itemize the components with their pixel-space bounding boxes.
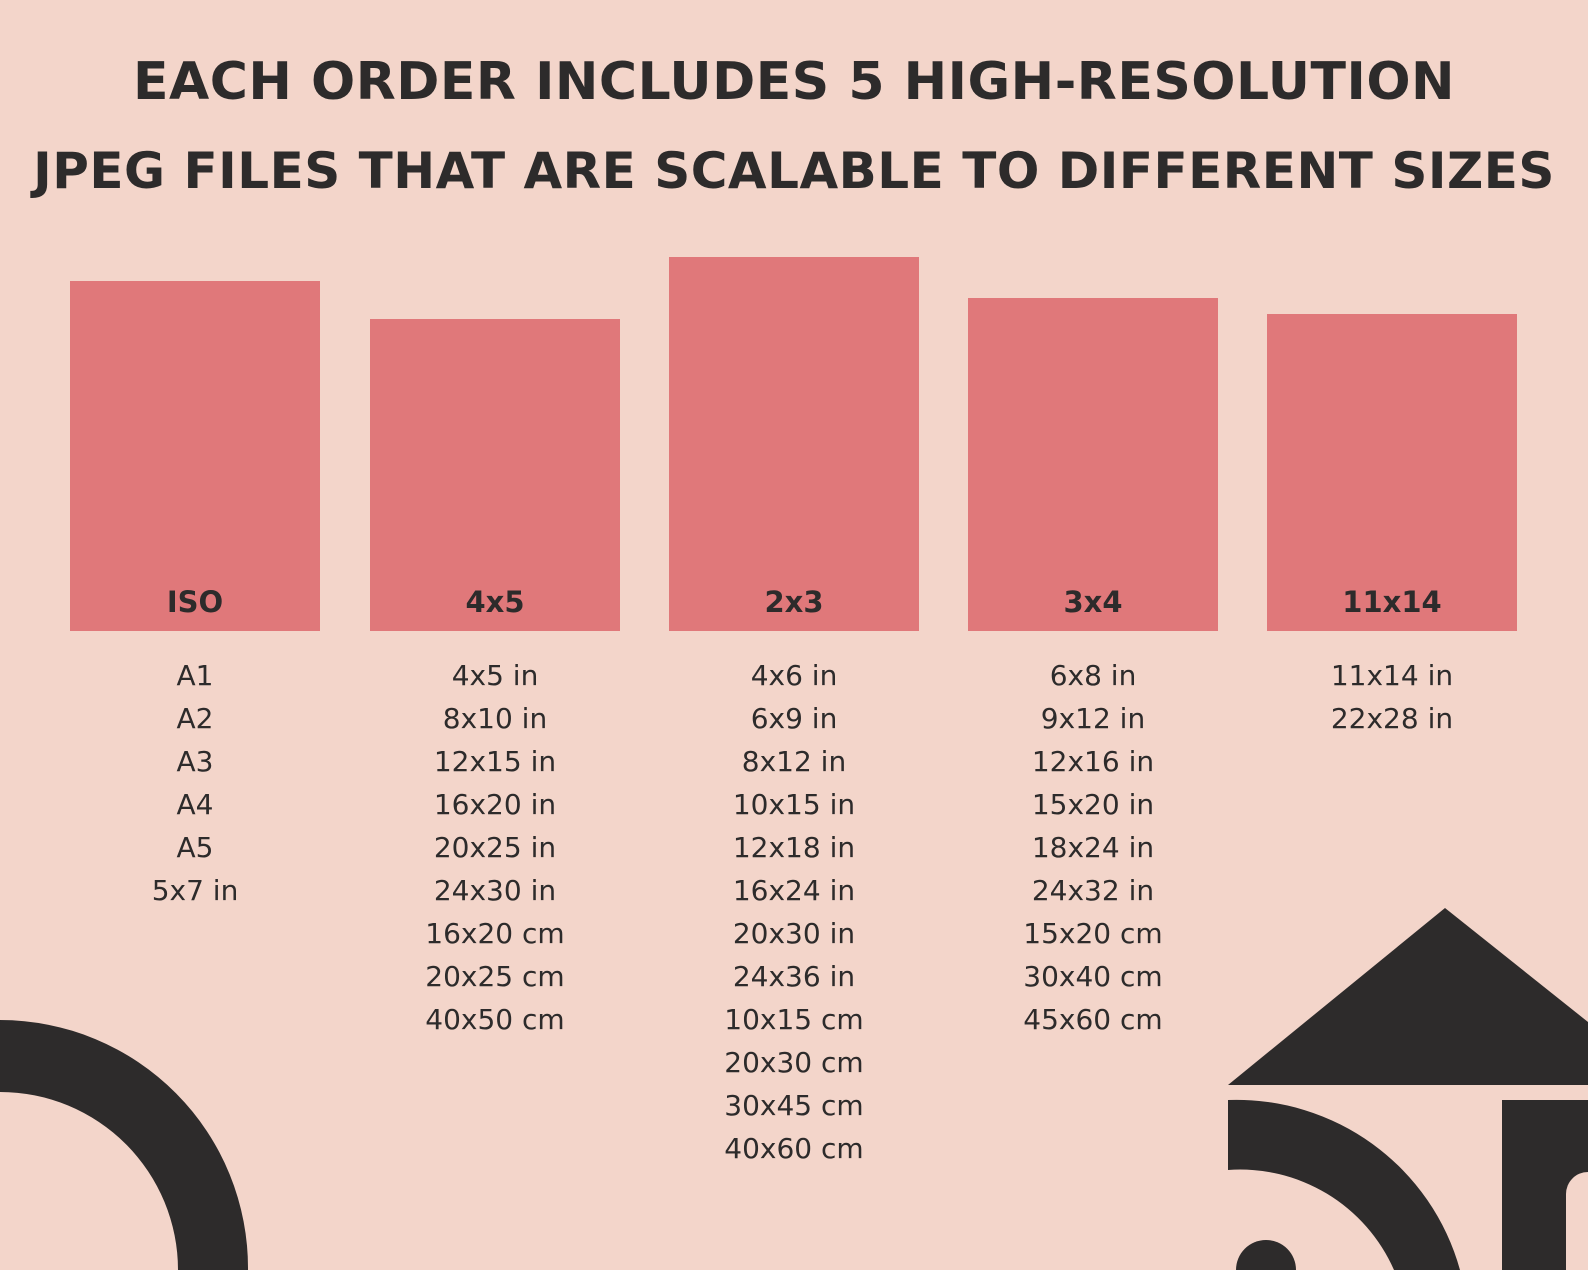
size-item: 40x50 cm [425,1003,565,1036]
size-item: 45x60 cm [1023,1003,1163,1036]
size-item: 20x25 in [433,831,557,864]
size-list-4x5: 4x5 in 8x10 in 12x15 in 16x20 in 20x25 i… [370,654,620,1041]
size-item: 30x45 cm [724,1089,864,1122]
size-item: 16x20 in [433,788,557,821]
size-item: 40x60 cm [724,1132,864,1165]
headline-line-1: EACH ORDER INCLUDES 5 HIGH-RESOLUTION [132,52,1456,112]
size-item: 15x20 in [1031,788,1155,821]
size-item: 10x15 cm [724,1003,864,1036]
size-item: A5 [176,831,214,864]
size-item: 10x15 in [732,788,856,821]
size-item: 4x6 in [750,659,838,692]
size-item: 20x30 cm [724,1046,864,1079]
format-label-2x3: 2x3 [764,585,824,619]
size-item: 11x14 in [1330,659,1454,692]
decorative-half-disc [1236,1240,1296,1270]
size-item: 6x8 in [1049,659,1137,692]
headline-line-2: JPEG FILES THAT ARE SCALABLE TO DIFFEREN… [33,142,1555,200]
size-item: 12x16 in [1031,745,1155,778]
size-item: A3 [176,745,214,778]
size-item: 12x15 in [433,745,557,778]
size-list-2x3: 4x6 in 6x9 in 8x12 in 10x15 in 12x18 in … [669,654,919,1170]
size-item: 16x24 in [732,874,856,907]
size-item: 12x18 in [732,831,856,864]
size-item: 9x12 in [1040,702,1146,735]
format-label-11x14: 11x14 [1342,585,1442,619]
format-panel-2x3: 2x3 [669,257,919,631]
size-item: 30x40 cm [1023,960,1163,993]
size-item: 4x5 in [451,659,539,692]
size-item: 6x9 in [750,702,838,735]
size-item: A1 [176,659,214,692]
size-item: 20x25 cm [425,960,565,993]
size-item: 15x20 cm [1023,917,1163,950]
size-item: A2 [176,702,214,735]
decorative-notch [1566,1172,1588,1270]
format-panel-4x5: 4x5 [370,319,620,631]
size-item: 18x24 in [1031,831,1155,864]
format-label-4x5: 4x5 [465,585,525,619]
size-item: 24x30 in [433,874,557,907]
size-item: 24x36 in [732,960,856,993]
decorative-block [1502,1100,1588,1270]
size-item: 16x20 cm [425,917,565,950]
size-item: A4 [176,788,214,821]
format-label-3x4: 3x4 [1063,585,1123,619]
size-list-11x14: 11x14 in 22x28 in [1267,654,1517,740]
size-item: 5x7 in [151,874,239,907]
format-label-iso: ISO [166,585,224,619]
decorative-arc-left [0,1020,249,1270]
size-item: 20x30 in [732,917,856,950]
format-panel-3x4: 3x4 [968,298,1218,631]
size-item: 24x32 in [1031,874,1155,907]
size-item: 8x10 in [442,702,548,735]
format-panel-11x14: 11x14 [1267,314,1517,631]
size-item: 22x28 in [1330,702,1454,735]
size-list-3x4: 6x8 in 9x12 in 12x16 in 15x20 in 18x24 i… [968,654,1218,1041]
decorative-triangle [1228,908,1588,1085]
decorative-arc-right [1228,1099,1460,1270]
format-panel-iso: ISO [70,281,320,631]
size-list-iso: A1 A2 A3 A4 A5 5x7 in [70,654,320,912]
size-item: 8x12 in [741,745,847,778]
